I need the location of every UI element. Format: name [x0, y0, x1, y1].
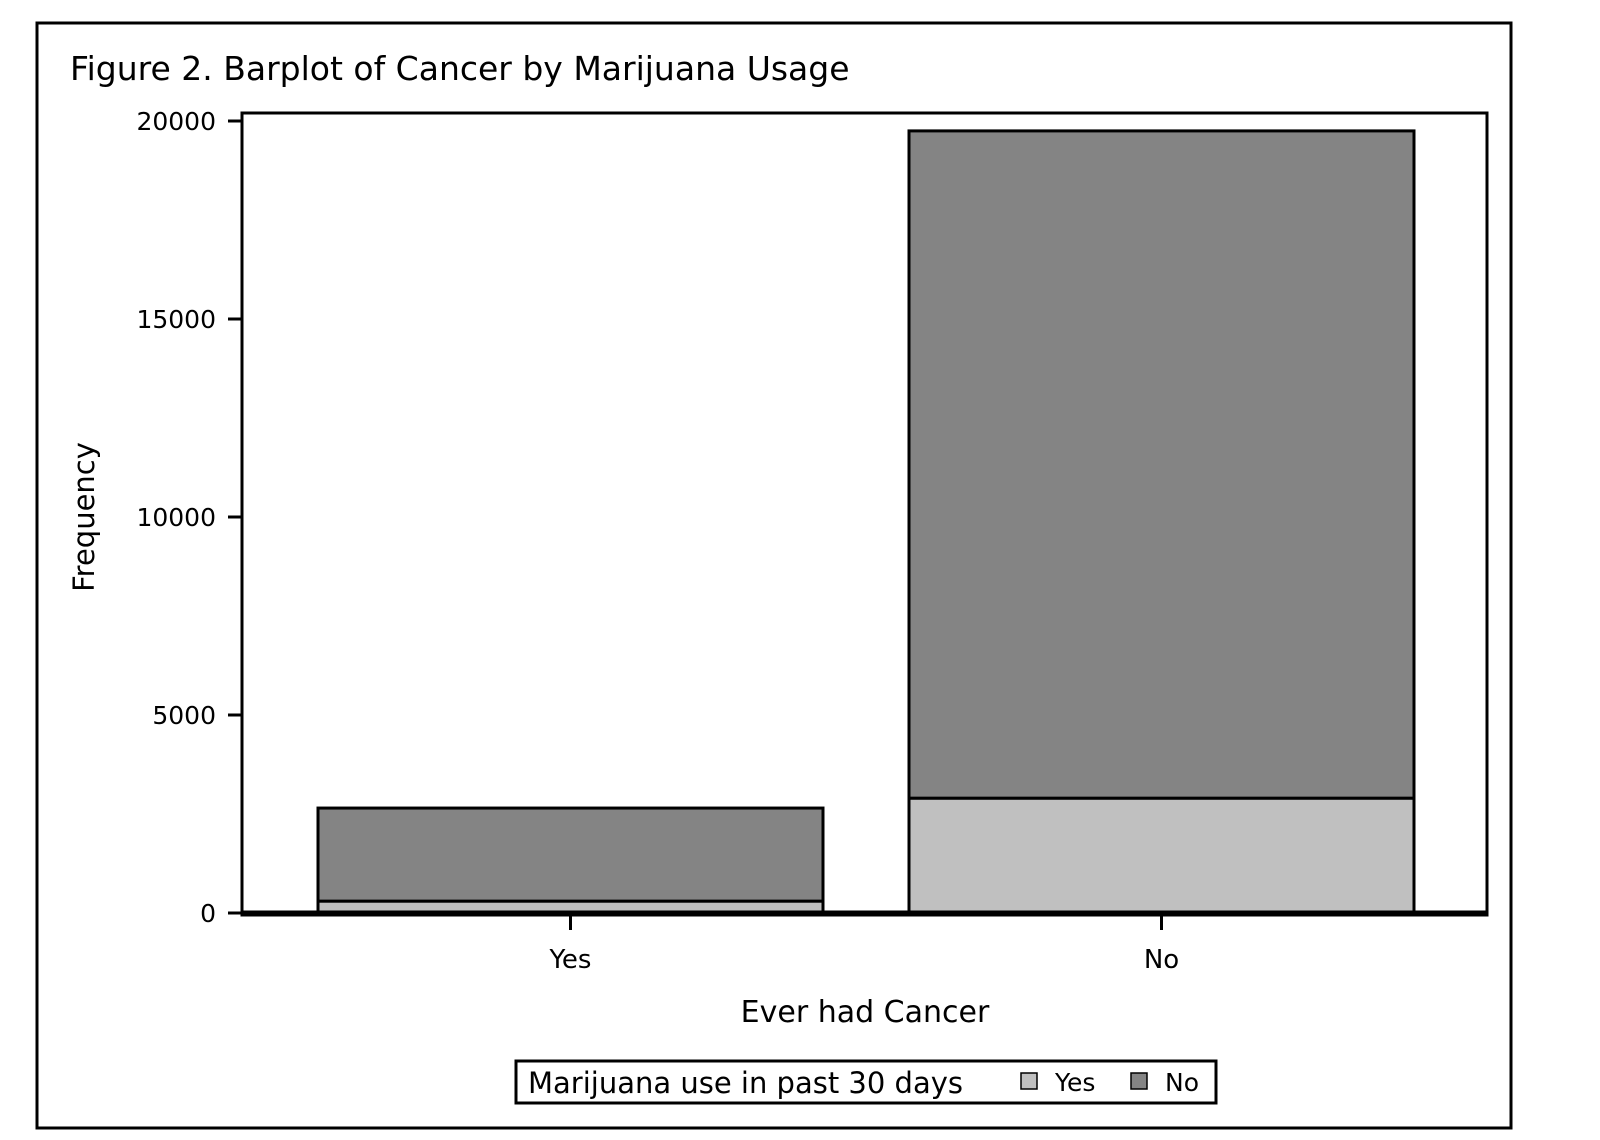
x-axis-ticks: Yes No — [549, 915, 1179, 975]
legend-swatch-yes — [1020, 1072, 1038, 1090]
legend: Marijuana use in past 30 days Yes No — [514, 1059, 1218, 1105]
y-tick-label: 20000 — [136, 107, 216, 136]
bars-group — [316, 129, 1416, 915]
bar-no-segment-yes — [907, 796, 1416, 915]
y-tick-label: 10000 — [136, 503, 216, 532]
y-tick-label: 0 — [200, 899, 216, 928]
legend-label-no: No — [1165, 1068, 1199, 1097]
bar-yes-segment-no — [316, 806, 825, 903]
legend-label-yes: Yes — [1054, 1068, 1095, 1097]
chart-title: Figure 2. Barplot of Cancer by Marijuana… — [70, 49, 850, 88]
x-tick-label-no: No — [1144, 945, 1179, 975]
y-axis-label: Frequency — [67, 442, 101, 592]
y-tick-label: 15000 — [136, 305, 216, 334]
legend-title: Marijuana use in past 30 days — [528, 1066, 963, 1100]
bar-no-segment-no — [907, 129, 1416, 800]
legend-swatch-no — [1130, 1072, 1148, 1090]
y-axis-ticks: 0 5000 10000 15000 20000 — [136, 107, 242, 928]
x-tick-label-yes: Yes — [549, 945, 592, 975]
legend-box — [514, 1059, 1218, 1105]
x-axis-label: Ever had Cancer — [741, 995, 990, 1030]
y-tick-label: 5000 — [152, 701, 216, 730]
